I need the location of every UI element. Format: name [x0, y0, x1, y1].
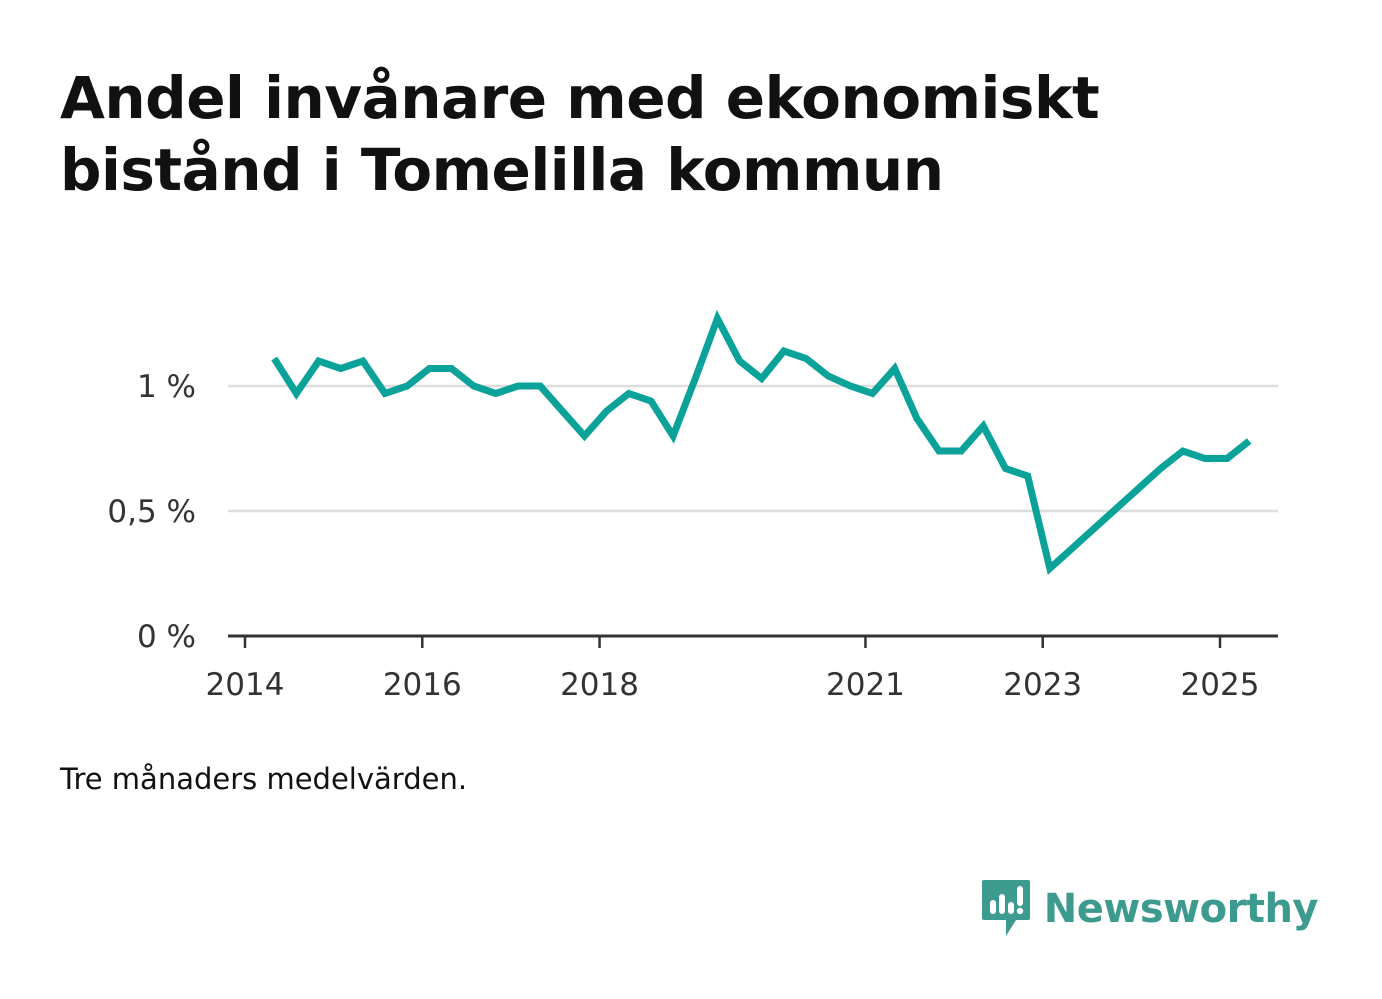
- x-axis-labels: 2014 2016 2018 2021 2023 2025: [206, 667, 1260, 703]
- brand-logo: Newsworthy: [980, 876, 1319, 942]
- chart-caption: Tre månaders medelvärden.: [60, 762, 468, 796]
- brand-name: Newsworthy: [1043, 886, 1319, 932]
- y-axis-labels: 0 % 0,5 % 1 %: [107, 369, 196, 655]
- chart-title: Andel invånare med ekonomiskt bistånd i …: [60, 64, 1100, 204]
- line-chart: 0 % 0,5 % 1 % 2014 2016 2018 2021 2023 2025: [107, 309, 1278, 703]
- x-axis: [228, 634, 1278, 648]
- newsworthy-logo-icon: [981, 880, 1030, 936]
- x-tick-label: 2014: [206, 667, 285, 703]
- series-line: [271, 309, 1252, 576]
- x-tick-label: 2025: [1181, 667, 1260, 703]
- y-tick-label: 0,5 %: [107, 494, 196, 530]
- y-tick-label: 0 %: [137, 619, 196, 655]
- y-tick-label: 1 %: [137, 369, 196, 405]
- x-tick-label: 2016: [383, 667, 462, 703]
- gridlines: [228, 384, 1278, 513]
- series-layer: [271, 309, 1252, 576]
- x-tick-label: 2018: [560, 667, 639, 703]
- x-tick-label: 2021: [826, 667, 905, 703]
- x-tick-label: 2023: [1003, 667, 1082, 703]
